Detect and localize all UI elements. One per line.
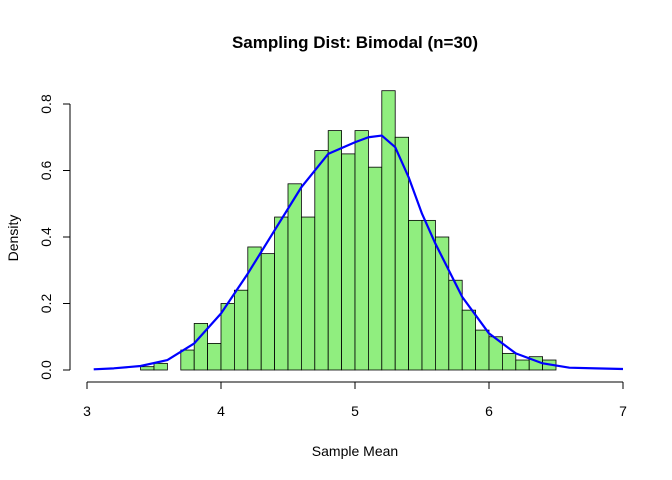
histogram-bar [341, 153, 356, 371]
histogram-bar [515, 359, 530, 371]
x-tick-label: 7 [619, 403, 627, 419]
histogram-bar [461, 309, 477, 371]
x-axis-label: Sample Mean [312, 443, 398, 459]
y-axis-label: Density [5, 215, 21, 262]
y-tick-label: 0.2 [38, 294, 54, 314]
histogram-bar [180, 349, 195, 371]
chart-title: Sampling Dist: Bimodal (n=30) [232, 33, 478, 52]
histogram-bar [260, 253, 276, 371]
histogram-bar [207, 342, 222, 371]
histogram-bar [354, 130, 369, 371]
y-tick-label: 0.8 [38, 94, 54, 114]
y-axis: 0.0 0.2 0.4 0.6 0.8 [38, 94, 71, 380]
histogram-bar [408, 219, 423, 371]
histogram-bar [274, 216, 289, 371]
histogram-bar [220, 303, 235, 371]
histogram-bars [140, 90, 557, 371]
histogram-bar [140, 366, 155, 371]
x-tick-label: 3 [83, 403, 91, 419]
histogram-bar [381, 90, 396, 371]
histogram-bar [475, 329, 490, 371]
histogram-bar [314, 150, 329, 371]
histogram-bar [367, 166, 383, 371]
histogram-bar [501, 352, 517, 371]
y-tick-label: 0.4 [38, 227, 54, 247]
histogram-bar [153, 362, 168, 371]
histogram-bar [421, 219, 436, 371]
x-axis: 3 4 5 6 7 [83, 381, 627, 419]
histogram-bar [327, 130, 343, 371]
x-tick-label: 4 [217, 403, 225, 419]
histogram-bar [300, 216, 316, 371]
x-tick-label: 5 [351, 403, 359, 419]
histogram-bar [287, 183, 302, 371]
density-curve [93, 134, 624, 371]
histogram-bar [247, 246, 262, 371]
histogram-bar [233, 289, 249, 371]
y-tick-label: 0.0 [38, 360, 54, 380]
y-tick-label: 0.6 [38, 161, 54, 181]
x-tick-label: 6 [485, 403, 493, 419]
